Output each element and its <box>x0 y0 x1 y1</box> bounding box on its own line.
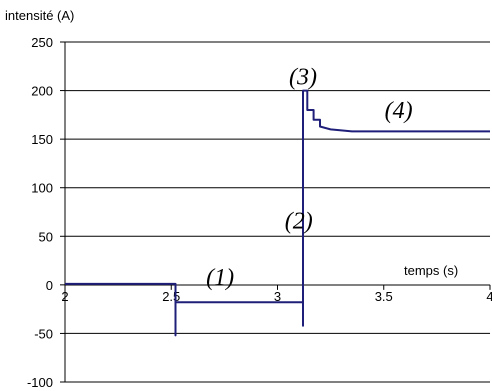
annotation-label: (1) <box>206 265 234 291</box>
y-tick-label: 200 <box>31 84 53 99</box>
y-tick-label: 100 <box>31 181 53 196</box>
y-tick-label: 250 <box>31 35 53 50</box>
annotation-label: (3) <box>289 65 317 91</box>
x-tick-label: 4 <box>486 289 492 304</box>
y-tick-labels: 250 200 150 100 50 0 -50 -100 <box>27 35 65 390</box>
y-tick-label: 150 <box>31 132 53 147</box>
y-tick-label: -100 <box>27 375 53 390</box>
x-tick-label: 2 <box>61 289 68 304</box>
y-tick-label: -50 <box>34 326 53 341</box>
x-tick-labels: 2 2.5 3 3.5 4 <box>61 284 492 304</box>
annotations: (1) (2) (3) (4) <box>206 65 412 291</box>
series <box>65 89 490 337</box>
y-tick-label: 50 <box>39 229 53 244</box>
annotation-label: (2) <box>285 209 313 235</box>
y-tick-label: 0 <box>46 278 53 293</box>
x-tick-label: 3.5 <box>375 289 393 304</box>
series-line-0 <box>65 89 490 337</box>
annotation-label: (4) <box>385 98 413 124</box>
axes <box>64 42 490 382</box>
x-tick-label: 3 <box>274 289 281 304</box>
x-axis-title: temps (s) <box>404 263 458 278</box>
y-axis-title: intensité (A) <box>5 8 74 23</box>
gridlines <box>65 41 490 383</box>
